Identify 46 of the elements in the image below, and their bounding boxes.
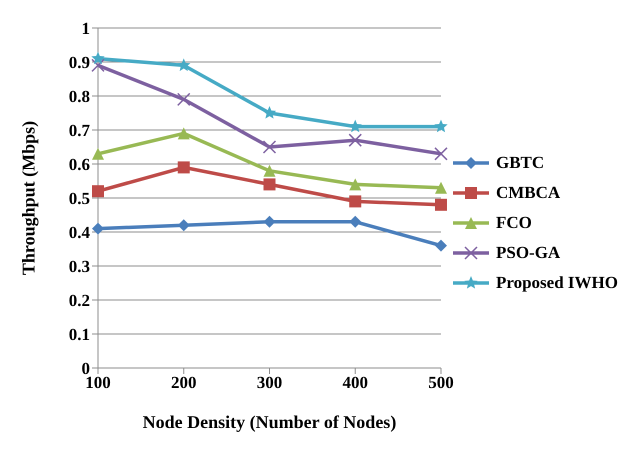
- legend-label: FCO: [496, 213, 532, 233]
- point: [178, 127, 190, 140]
- point: [263, 178, 276, 190]
- y-tick-label: 0.2: [68, 291, 90, 310]
- x-tick-label: 200: [170, 373, 196, 392]
- x-tick-label: 500: [428, 373, 454, 392]
- point: [92, 148, 104, 160]
- point: [178, 219, 190, 232]
- point: [349, 178, 362, 190]
- y-tick-label: 0.6: [68, 155, 90, 174]
- point: [177, 58, 190, 72]
- x-tick-label: 100: [85, 373, 111, 392]
- y-tick-label: 0.7: [68, 121, 90, 140]
- point: [434, 198, 447, 211]
- point: [91, 52, 105, 64]
- point: [178, 161, 190, 174]
- y-tick-label: 1: [82, 19, 90, 38]
- point: [262, 106, 276, 119]
- point: [91, 58, 105, 72]
- legend-label: Proposed IWHO: [496, 273, 618, 293]
- y-tick-label: 0.9: [68, 53, 90, 72]
- legend-label: GBTC: [496, 153, 544, 173]
- point: [262, 140, 276, 154]
- point: [434, 147, 448, 161]
- point: [263, 216, 276, 228]
- point: [92, 185, 104, 198]
- legend-label: PSO-GA: [496, 243, 560, 263]
- y-tick-label: 0.8: [68, 87, 90, 106]
- point: [92, 222, 104, 235]
- y-tick-label: 0.1: [68, 325, 90, 344]
- y-axis-title: Throughput (Mbps): [18, 120, 38, 276]
- y-tick-label: 0.5: [68, 189, 90, 208]
- point: [434, 120, 448, 132]
- x-tick-label: 400: [342, 373, 368, 392]
- y-tick-label: 0.4: [68, 223, 90, 242]
- point: [348, 120, 362, 132]
- point: [176, 92, 190, 106]
- x-tick-label: 300: [256, 373, 282, 392]
- point: [348, 133, 362, 147]
- point: [349, 195, 362, 208]
- legend-label: CMBCA: [496, 183, 560, 203]
- y-tick-label: 0.3: [68, 257, 90, 276]
- point: [434, 182, 447, 194]
- point: [263, 164, 276, 177]
- x-axis-title: Node Density (Number of Nodes): [142, 412, 396, 432]
- point: [434, 240, 447, 252]
